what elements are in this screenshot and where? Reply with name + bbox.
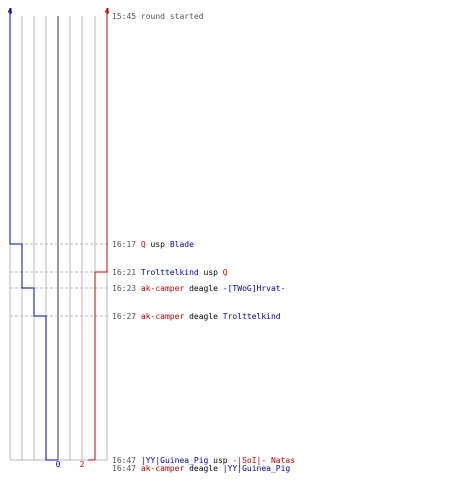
event-time: 16:23 <box>112 284 141 293</box>
blue-end-count: 0 <box>56 460 61 469</box>
event-part: Blade <box>170 240 194 249</box>
event-part: |YY|Guinea_Pig <box>223 464 291 473</box>
event-log: 15:45 round started 16:17 Q usp Blade 16:2… <box>112 12 295 473</box>
event-line: 16:21 Trolttelkind usp Q <box>112 268 228 277</box>
lane-grid <box>9 16 108 461</box>
event-part: ak-camper <box>141 284 185 293</box>
blue-start-count: 4 <box>8 7 13 16</box>
event-line: 16:47 |YY|Guinea_Pig usp -|SoI|- Natas <box>112 456 295 465</box>
event-line: 16:17 Q usp Blade <box>112 240 194 249</box>
event-part: deagle <box>184 312 223 321</box>
event-part: Trolttelkind <box>223 312 281 321</box>
red-team-trace <box>88 8 108 461</box>
event-part: usp <box>199 268 223 277</box>
event-part: -|SoI|- Natas <box>232 456 295 465</box>
red-start-count: 4 <box>105 7 110 16</box>
event-time: 16:17 <box>112 240 141 249</box>
event-time: 16:21 <box>112 268 141 277</box>
event-guide-lines <box>10 243 108 317</box>
event-part: deagle <box>184 464 223 473</box>
red-end-count: 2 <box>80 460 85 469</box>
event-part: |YY|Guinea_Pig <box>141 456 209 465</box>
event-time: 15:45 <box>112 12 141 21</box>
event-time: 16:47 <box>112 464 141 473</box>
event-time: 16:47 <box>112 456 141 465</box>
event-line: 16:47 ak-camper deagle |YY|Guinea_Pig <box>112 464 290 473</box>
event-part: Q <box>223 268 228 277</box>
event-line: 15:45 round started <box>112 12 204 21</box>
event-time: 16:27 <box>112 312 141 321</box>
red-step-line <box>94 8 108 460</box>
event-part: usp <box>146 240 170 249</box>
blue-step-line <box>9 8 58 461</box>
event-line: 16:27 ak-camper deagle Trolttelkind <box>112 312 281 321</box>
event-part: Q <box>141 240 146 249</box>
event-part: ak-camper <box>141 464 185 473</box>
event-part: usp <box>208 456 232 465</box>
event-part: Trolttelkind <box>141 268 199 277</box>
event-part: -[TWoG]Hrvat- <box>223 284 286 293</box>
event-part: deagle <box>184 284 223 293</box>
event-part: ak-camper <box>141 312 185 321</box>
event-part: round started <box>141 12 204 21</box>
event-line: 16:23 ak-camper deagle -[TWoG]Hrvat- <box>112 284 285 293</box>
blue-team-trace <box>9 8 58 461</box>
